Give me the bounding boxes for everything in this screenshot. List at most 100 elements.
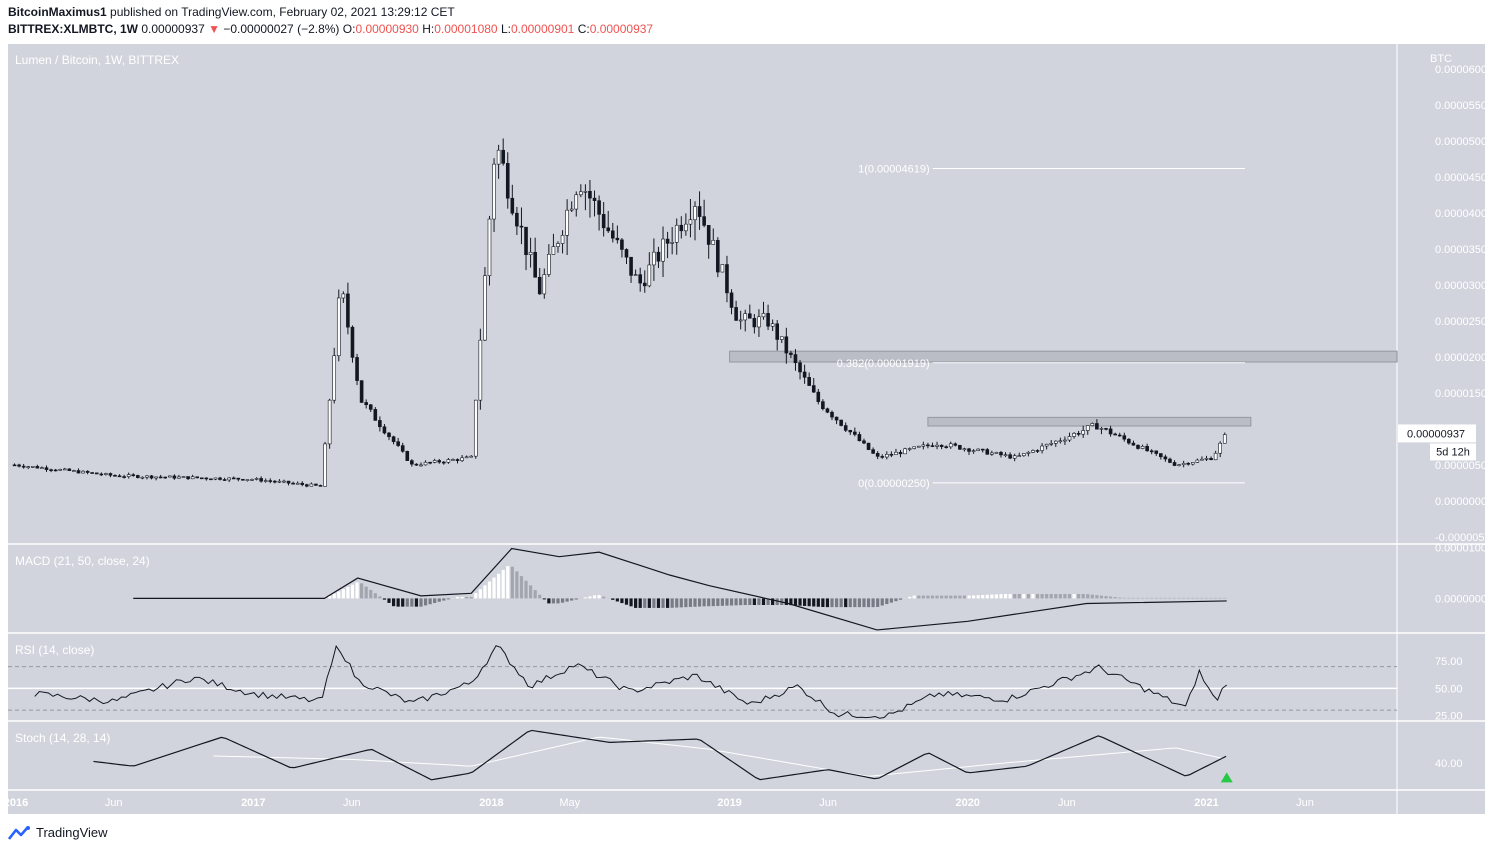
macd-histogram-bar	[930, 595, 935, 599]
y-tick-label: 0.00004000	[1435, 208, 1491, 220]
candle-body	[117, 475, 122, 478]
candle-body	[1099, 428, 1104, 430]
macd-histogram-bar	[857, 598, 862, 608]
candle-body	[1031, 450, 1035, 453]
macd-histogram-bar	[446, 598, 450, 600]
macd-histogram-bar	[921, 595, 925, 599]
macd-histogram-bar	[597, 595, 601, 599]
candle-body	[711, 240, 716, 245]
candle-body	[551, 246, 556, 255]
macd-histogram-bar	[428, 598, 432, 605]
macd-histogram-bar	[474, 593, 478, 599]
candle-body	[720, 264, 725, 273]
candle-body	[647, 264, 652, 287]
macd-histogram-bar	[332, 593, 336, 599]
macd-line	[133, 547, 1227, 631]
y-tick-label: 0.00001500	[1435, 388, 1491, 400]
author-name[interactable]: BitcoinMaximus1	[8, 5, 107, 19]
candle-body	[1072, 433, 1076, 437]
pane-title: RSI (14, close)	[15, 643, 94, 657]
candle-body	[999, 452, 1003, 456]
macd-histogram-bar	[834, 598, 839, 608]
macd-histogram-bar	[853, 598, 857, 608]
macd-histogram-bar	[958, 595, 962, 599]
candle-body	[592, 197, 597, 201]
tradingview-brand[interactable]: TradingView	[36, 825, 108, 840]
candle-body	[172, 475, 177, 479]
macd-histogram-bar	[1163, 597, 1167, 599]
macd-histogram-bar	[629, 598, 633, 607]
symbol-label: BITTREX:XLMBTC, 1W	[8, 22, 138, 36]
candle-body	[921, 444, 926, 447]
candle-body	[1181, 462, 1186, 466]
candle-body	[1186, 462, 1191, 465]
macd-histogram-bar	[711, 598, 715, 607]
stoch-k-line	[93, 729, 1227, 781]
candle-body	[350, 326, 355, 358]
candle-body	[195, 476, 200, 479]
candle-body	[620, 239, 624, 250]
macd-histogram-bar	[862, 598, 866, 608]
y-tick-label: 0.00000500	[1435, 460, 1491, 472]
candle-body	[154, 476, 158, 479]
macd-histogram-bar	[1077, 594, 1081, 599]
candle-body	[76, 470, 81, 474]
candle-body	[291, 482, 295, 485]
macd-histogram-bar	[602, 596, 606, 599]
candle-body	[442, 461, 446, 464]
stoch-d-line	[213, 736, 1223, 777]
candle-body	[505, 163, 510, 199]
candle-body	[907, 448, 912, 450]
macd-histogram-bar	[652, 598, 656, 608]
candle-body	[510, 197, 515, 214]
candle-body	[1113, 433, 1117, 436]
down-arrow-icon: ▼	[208, 22, 220, 36]
candle-body	[104, 473, 108, 475]
candle-body	[1154, 450, 1159, 454]
candle-body	[364, 402, 368, 406]
y-tick-label: 0.00005000	[1435, 136, 1491, 148]
candle-body	[423, 461, 428, 466]
candle-body	[72, 470, 76, 472]
candle-body	[492, 163, 496, 220]
macd-histogram-bar	[702, 598, 706, 607]
candle-body	[222, 479, 227, 481]
macd-histogram-bar	[766, 598, 770, 606]
candle-body	[67, 468, 72, 471]
candle-body	[693, 206, 697, 221]
candle-body	[501, 149, 505, 164]
candle-body	[912, 446, 917, 449]
macd-histogram-bar	[1104, 596, 1108, 599]
macd-histogram-bar	[985, 594, 989, 599]
macd-histogram-bar	[1122, 597, 1126, 599]
candle-body	[1063, 439, 1067, 442]
macd-histogram-bar	[990, 594, 994, 599]
macd-histogram-bar	[739, 598, 743, 606]
candle-body	[615, 237, 620, 241]
candle-body	[410, 460, 414, 465]
candle-body	[12, 464, 17, 467]
candle-body	[405, 451, 410, 461]
candle-body	[1204, 458, 1209, 460]
macd-histogram-bar	[551, 598, 556, 604]
macd-histogram-bar	[1191, 597, 1195, 599]
x-tick-label: 2016	[4, 797, 28, 809]
symbol-line: BITTREX:XLMBTC, 1W 0.00000937 ▼ −0.00000…	[8, 22, 653, 36]
macd-histogram-bar	[1159, 597, 1163, 599]
macd-histogram-bar	[953, 595, 957, 599]
candle-body	[346, 293, 350, 328]
fib-level-label: 0.382(0.00001919)	[837, 358, 930, 370]
macd-histogram-bar	[465, 596, 469, 599]
macd-histogram-bar	[734, 598, 738, 606]
candle-body	[1104, 428, 1108, 430]
candle-body	[853, 431, 857, 435]
candle-body	[1218, 442, 1222, 454]
candle-body	[428, 461, 432, 464]
candle-body	[903, 448, 907, 455]
candle-body	[259, 478, 263, 482]
macd-histogram-bar	[1095, 595, 1099, 599]
candle-body	[305, 484, 309, 487]
candle-body	[962, 448, 967, 451]
macd-histogram-bar	[1131, 597, 1136, 599]
